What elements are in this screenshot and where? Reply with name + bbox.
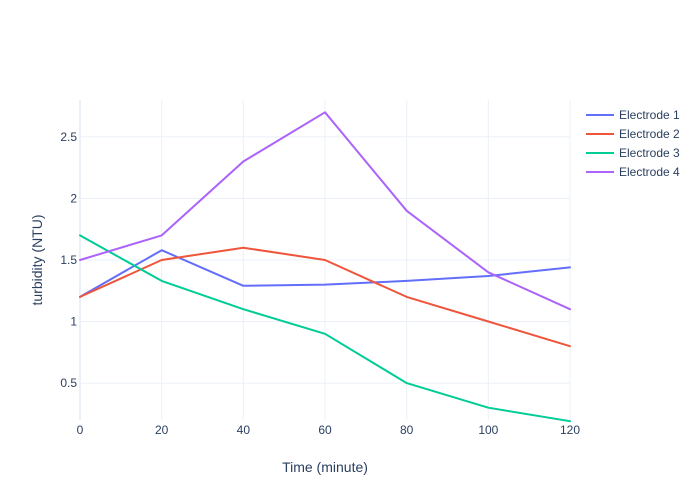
legend-item[interactable]: Electrode 2 — [586, 127, 680, 141]
y-tick-label: 0.5 — [60, 376, 77, 390]
y-tick-label: 2.5 — [60, 130, 77, 144]
series-line-electrode-4 — [79, 111, 571, 311]
y-axis-title: turbidity (NTU) — [29, 214, 45, 305]
legend-label: Electrode 2 — [619, 127, 680, 141]
legend-item[interactable]: Electrode 4 — [586, 165, 680, 179]
x-axis-ticks: 0 20 40 60 80 100 120 — [77, 423, 581, 437]
y-tick-label: 2 — [70, 191, 77, 205]
series-line-electrode-3 — [79, 234, 571, 423]
legend-label: Electrode 1 — [619, 108, 680, 122]
x-tick-label: 20 — [155, 423, 169, 437]
x-tick-label: 40 — [237, 423, 251, 437]
y-tick-label: 1 — [70, 315, 77, 329]
y-tick-label: 1.5 — [60, 253, 77, 267]
legend-label: Electrode 4 — [619, 165, 680, 179]
y-axis-ticks: 0.5 1 1.5 2 2.5 — [60, 130, 77, 390]
series-line-electrode-2 — [79, 246, 571, 348]
legend: Electrode 1 Electrode 2 Electrode 3 Electro… — [586, 108, 680, 179]
x-tick-label: 100 — [478, 423, 498, 437]
x-tick-label: 80 — [400, 423, 414, 437]
legend-item[interactable]: Electrode 1 — [586, 108, 680, 122]
x-tick-label: 60 — [318, 423, 332, 437]
x-axis-title: Time (minute) — [282, 459, 368, 475]
legend-label: Electrode 3 — [619, 146, 680, 160]
legend-item[interactable]: Electrode 3 — [586, 146, 680, 160]
x-tick-label: 120 — [560, 423, 580, 437]
x-tick-label: 0 — [77, 423, 84, 437]
series-line-electrode-1 — [79, 249, 571, 298]
gridlines — [79, 100, 571, 420]
series-lines — [79, 111, 571, 423]
